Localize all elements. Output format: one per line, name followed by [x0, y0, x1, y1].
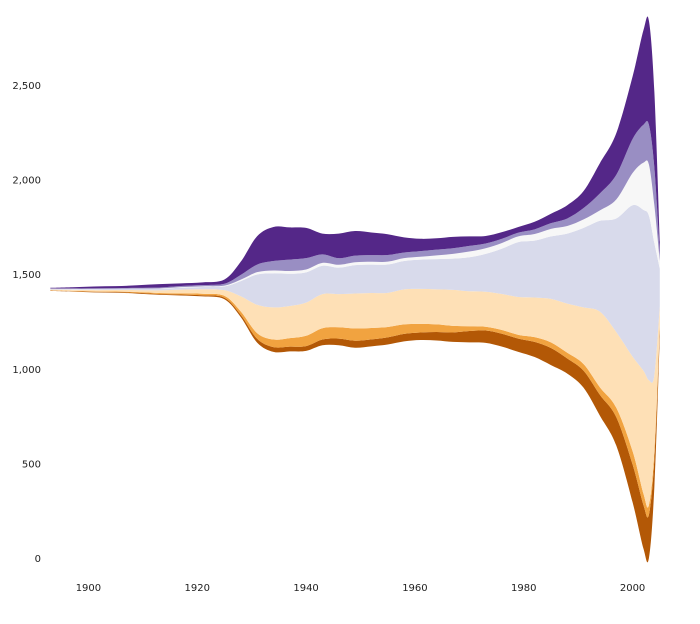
y-tick-label: 500	[22, 459, 41, 470]
y-tick-label: 1,500	[12, 270, 41, 281]
x-tick-label: 2000	[620, 583, 645, 594]
y-tick-label: 2,500	[12, 81, 41, 92]
x-tick-label: 1980	[511, 583, 536, 594]
stream-layer	[50, 290, 660, 518]
x-tick-label: 1960	[402, 583, 427, 594]
stream-layer	[50, 160, 660, 290]
y-tick-label: 2,000	[12, 176, 41, 187]
stream-layer	[50, 288, 660, 508]
stream-layer	[50, 16, 660, 289]
x-tick-label: 1940	[293, 583, 318, 594]
x-tick-label: 1920	[185, 583, 210, 594]
stream-layer	[50, 290, 660, 563]
y-tick-label: 1,000	[12, 365, 41, 376]
y-tick-label: 0	[35, 554, 41, 565]
stream-layer	[50, 204, 660, 383]
x-tick-label: 1900	[76, 583, 101, 594]
